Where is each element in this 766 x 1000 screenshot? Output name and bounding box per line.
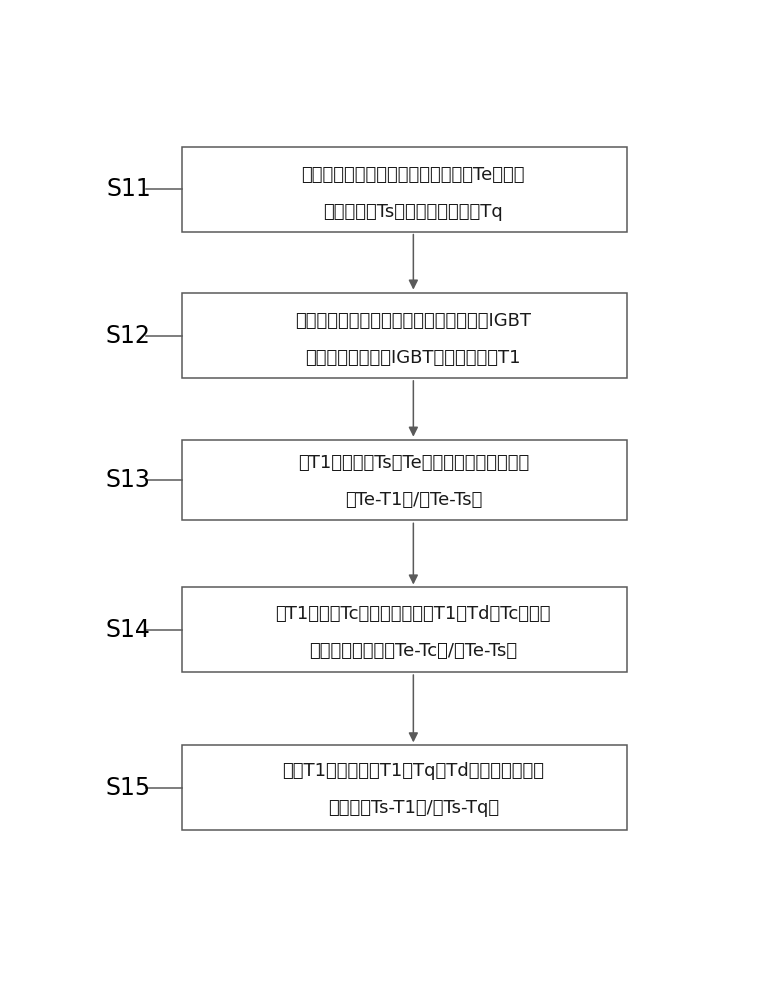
Bar (182, 745, 627, 830)
Text: 若T1上升且在Ts至Te之间，扭矩输出系数为: 若T1上升且在Ts至Te之间，扭矩输出系数为 (298, 454, 529, 472)
Text: S15: S15 (106, 776, 151, 800)
Text: 扭矩输出系数为（Te-Tc）/（Te-Ts）: 扭矩输出系数为（Te-Tc）/（Te-Ts） (309, 642, 517, 660)
Bar (182, 587, 627, 672)
Text: 温度，在同一时刻IGBT的最高温度为T1: 温度，在同一时刻IGBT的最高温度为T1 (306, 349, 521, 367)
Text: 启动永磁同步电机，检测永磁同步电机的IGBT: 启动永磁同步电机，检测永磁同步电机的IGBT (296, 312, 532, 330)
Text: 系数为（Ts-T1）/（Ts-Tq）: 系数为（Ts-T1）/（Ts-Tq） (328, 799, 499, 817)
Text: 当T1升高至Tc后开始下降，且T1在Td至Tc之间，: 当T1升高至Tc后开始下降，且T1在Td至Tc之间， (276, 605, 551, 623)
Text: 随着T1的下降，若T1在Tq至Td之间，扭矩输出: 随着T1的下降，若T1在Tq至Td之间，扭矩输出 (283, 762, 545, 780)
Text: S13: S13 (106, 468, 151, 492)
Text: （Te-T1）/（Te-Ts）: （Te-T1）/（Te-Ts） (345, 491, 482, 509)
Bar (182, 440, 627, 520)
Text: S14: S14 (106, 618, 151, 642)
Text: 确定永磁同步电机的预设截止温度为Te、预设: 确定永磁同步电机的预设截止温度为Te、预设 (302, 166, 525, 184)
Bar (182, 293, 627, 378)
Text: S12: S12 (106, 324, 151, 348)
Text: 起始温度为Ts及预设退出温度为Tq: 起始温度为Ts及预设退出温度为Tq (323, 203, 503, 221)
Text: S11: S11 (106, 177, 151, 201)
Bar (182, 147, 627, 232)
